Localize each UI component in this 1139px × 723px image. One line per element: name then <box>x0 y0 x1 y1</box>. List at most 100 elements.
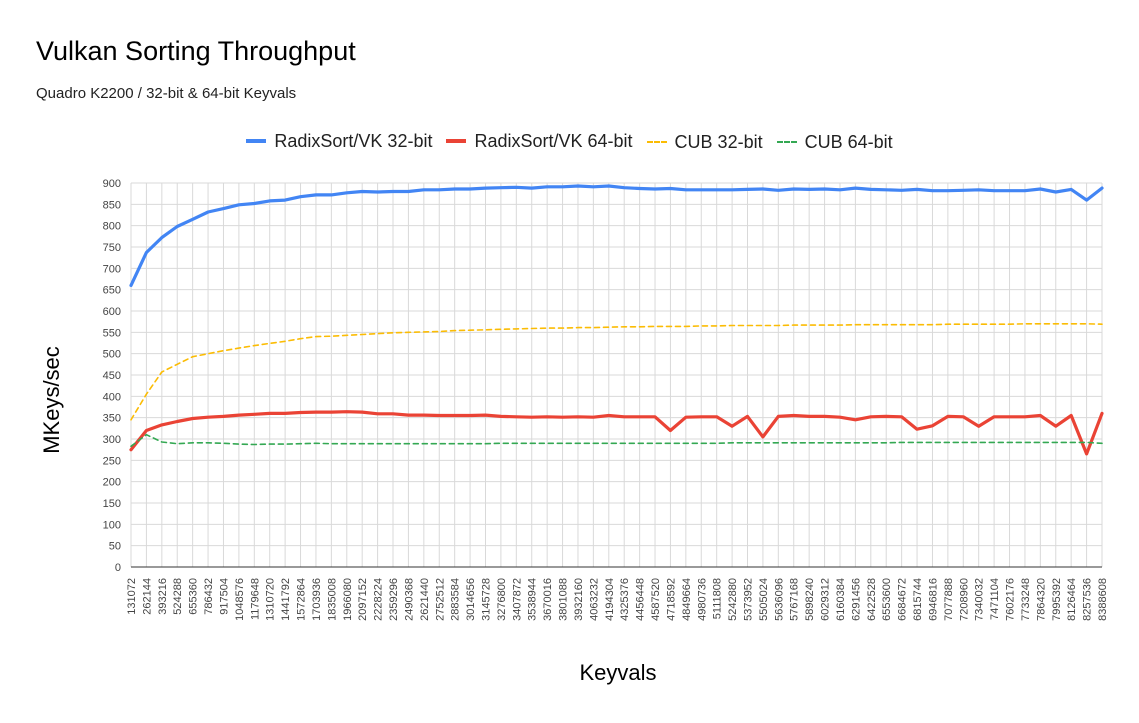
x-tick-label: 6422528 <box>866 578 878 621</box>
y-tick-label: 200 <box>103 477 121 489</box>
x-tick-label: 6291456 <box>850 578 862 621</box>
x-tick-label: 8388608 <box>1097 578 1109 621</box>
x-tick-label: 1572864 <box>296 578 308 621</box>
y-tick-label: 50 <box>109 541 121 553</box>
legend-label: CUB 64-bit <box>804 131 893 152</box>
x-tick-label: 2359296 <box>388 578 400 621</box>
y-tick-label: 650 <box>103 285 121 297</box>
x-tick-label: 2883584 <box>450 578 462 621</box>
x-tick-label: 2228224 <box>373 578 385 621</box>
x-axis-label: Keyvals <box>579 660 657 685</box>
x-tick-label: 7471104 <box>989 578 1001 620</box>
x-tick-label: 5111808 <box>712 578 724 619</box>
x-tick-label: 6029312 <box>820 578 832 621</box>
x-tick-label: 4718592 <box>665 578 677 621</box>
x-tick-label: 131072 <box>126 578 138 615</box>
x-tick-label: 7864320 <box>1035 578 1047 621</box>
x-tick-label: 3145728 <box>480 578 492 621</box>
legend-item: CUB 64-bit <box>776 131 893 153</box>
x-tick-label: 7208960 <box>958 578 970 621</box>
x-tick-label: 6946816 <box>927 578 939 621</box>
legend-swatch <box>646 141 667 143</box>
series-line <box>129 184 1104 287</box>
y-tick-label: 350 <box>103 413 121 425</box>
x-tick-label: 6553600 <box>881 578 893 621</box>
legend-swatch <box>776 141 797 143</box>
legend: RadixSort/VK 32-bit RadixSort/VK 64-bit CU… <box>0 127 1139 153</box>
x-tick-label: 7995392 <box>1051 578 1063 621</box>
x-tick-label: 3276800 <box>496 578 508 621</box>
x-tick-label: 7077888 <box>943 578 955 621</box>
y-tick-label: 450 <box>103 370 121 382</box>
x-tick-label: 5898240 <box>804 578 816 621</box>
y-tick-label: 800 <box>103 221 121 233</box>
y-tick-label: 250 <box>103 455 121 467</box>
x-tick-label: 524288 <box>172 578 184 615</box>
legend-label: CUB 32-bit <box>674 131 763 152</box>
x-tick-label: 2097152 <box>357 578 369 621</box>
x-tick-label: 1441792 <box>280 578 292 621</box>
x-tick-label: 5242880 <box>727 578 739 621</box>
x-tick-label: 5636096 <box>773 578 785 621</box>
x-tick-label: 4456448 <box>635 578 647 621</box>
x-tick-label: 3014656 <box>465 578 477 621</box>
x-tick-label: 1835008 <box>326 578 338 621</box>
legend-label: RadixSort/VK 32-bit <box>274 130 433 151</box>
x-tick-label: 2490368 <box>403 578 415 621</box>
y-tick-label: 750 <box>103 242 121 254</box>
x-tick-label: 1310720 <box>265 578 277 621</box>
series-line <box>130 322 1103 421</box>
x-tick-label: 8126464 <box>1066 578 1078 621</box>
y-tick-label: 400 <box>103 391 121 403</box>
x-tick-label: 655360 <box>188 578 200 615</box>
x-tick-label: 5767168 <box>789 578 801 621</box>
x-tick-label: 3407872 <box>511 578 523 621</box>
y-tick-label: 300 <box>103 434 121 446</box>
x-tick-label: 6815744 <box>912 578 924 621</box>
x-tick-label: 1966080 <box>342 578 354 621</box>
x-tick-label: 7733248 <box>1020 578 1032 621</box>
x-tick-label: 3538944 <box>527 578 539 621</box>
x-tick-label: 6684672 <box>897 578 909 621</box>
x-tick-label: 917504 <box>218 578 230 615</box>
x-tick-label: 3801088 <box>558 578 570 621</box>
x-tick-label: 262144 <box>141 578 153 615</box>
x-tick-label: 4849664 <box>681 578 693 621</box>
legend-item: CUB 32-bit <box>646 131 763 153</box>
x-tick-label: 2752512 <box>434 578 446 621</box>
x-tick-label: 4063232 <box>588 578 600 621</box>
y-tick-label: 600 <box>103 306 121 318</box>
series-line <box>130 433 1103 448</box>
legend-label: RadixSort/VK 64-bit <box>474 130 633 151</box>
y-tick-label: 850 <box>103 199 121 211</box>
x-tick-label: 4980736 <box>696 578 708 621</box>
x-tick-label: 393216 <box>157 578 169 615</box>
y-tick-label: 700 <box>103 263 121 275</box>
chart-title: Vulkan Sorting Throughput <box>36 36 356 66</box>
x-tick-label: 1703936 <box>311 578 323 621</box>
legend-item: RadixSort/VK 32-bit <box>246 131 432 152</box>
x-tick-label: 1179648 <box>249 578 261 620</box>
legend-swatch <box>446 139 467 143</box>
y-tick-label: 150 <box>103 498 121 510</box>
y-tick-label: 100 <box>103 519 121 531</box>
x-tick-label: 7602176 <box>1005 578 1017 621</box>
chart-subtitle: Quadro K2200 / 32-bit & 64-bit Keyvals <box>36 85 297 102</box>
x-tick-label: 8257536 <box>1082 578 1094 621</box>
x-tick-label: 7340032 <box>974 578 986 621</box>
x-tick-label: 5505024 <box>758 578 770 621</box>
y-tick-label: 900 <box>103 178 121 190</box>
y-tick-label: 0 <box>115 562 121 574</box>
x-tick-label: 3670016 <box>542 578 554 621</box>
y-tick-label: 500 <box>103 349 121 361</box>
x-tick-label: 786432 <box>203 578 215 615</box>
x-tick-label: 4325376 <box>619 578 631 621</box>
x-tick-label: 6160384 <box>835 578 847 621</box>
x-tick-label: 4194304 <box>604 578 616 621</box>
y-tick-label: 550 <box>103 327 121 339</box>
x-tick-label: 3932160 <box>573 578 585 621</box>
x-tick-label: 1048576 <box>234 578 246 621</box>
series-line <box>129 410 1104 456</box>
